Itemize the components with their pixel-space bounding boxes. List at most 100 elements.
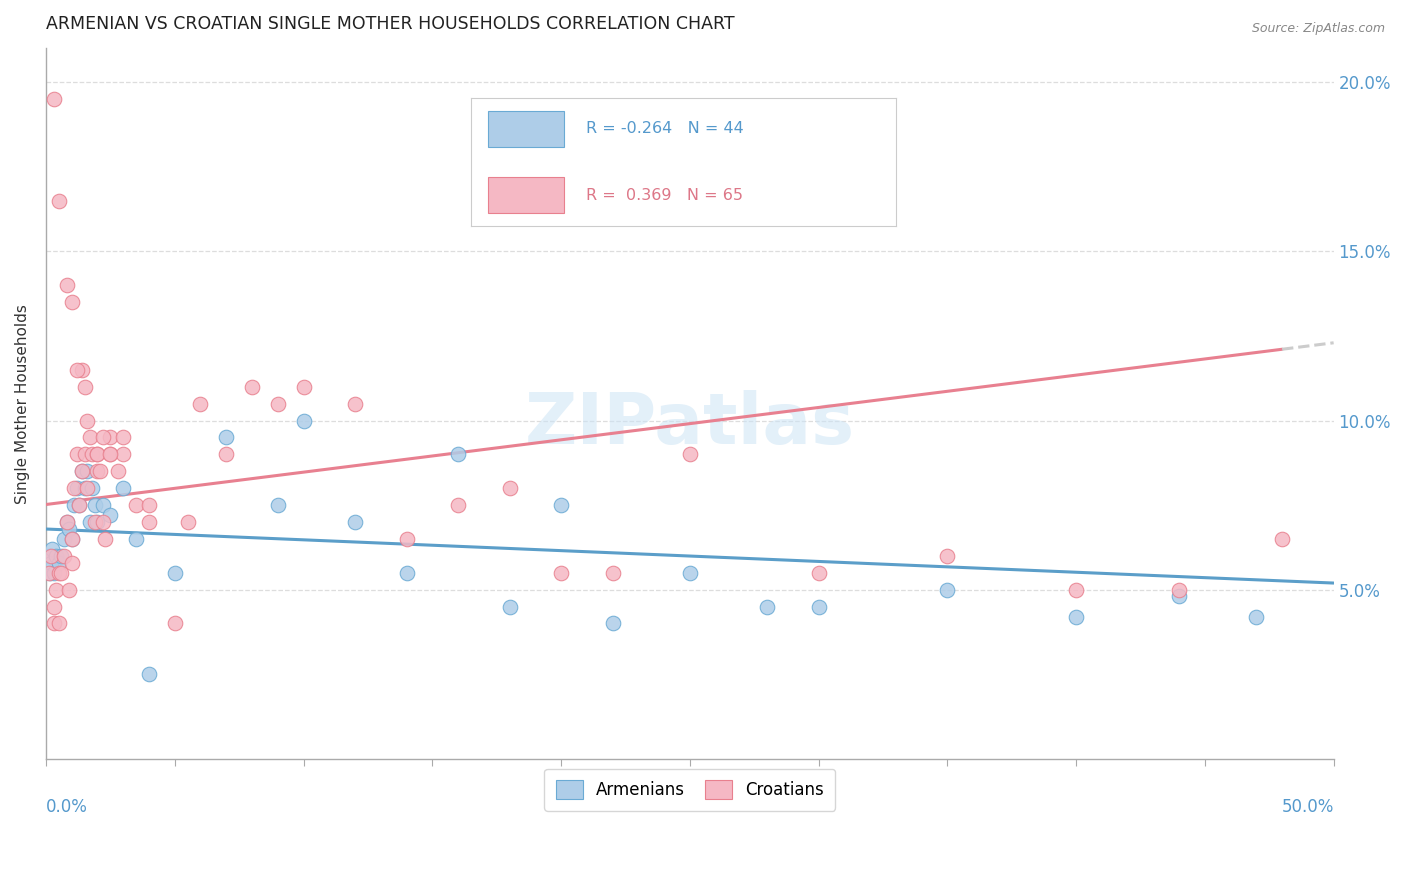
Point (98, 447, 121, 461)
Point (550, 498, 572, 512)
Point (550, 566, 572, 580)
Point (76, 481, 98, 495)
Point (86, 464, 108, 478)
Point (807, 566, 830, 580)
Point (86, 447, 108, 461)
Point (91, 498, 114, 512)
Point (66, 363, 89, 377)
Point (163, 566, 186, 580)
Point (89, 464, 111, 478)
Point (55, 515, 77, 529)
Point (60, 532, 83, 546)
Point (38, 549, 60, 563)
Point (70, 464, 93, 478)
Point (98, 508, 121, 523)
Point (58, 522, 80, 536)
Point (70, 464, 93, 478)
Point (343, 396, 366, 410)
Point (112, 481, 135, 495)
Text: ZIPatlas: ZIPatlas (524, 391, 855, 459)
Point (79, 515, 101, 529)
Point (48, 194, 70, 208)
Point (55, 278, 77, 293)
Point (936, 549, 959, 563)
Point (48, 616, 70, 631)
Point (76, 413, 98, 427)
Point (138, 667, 160, 681)
Point (94, 532, 117, 546)
Point (292, 413, 315, 427)
Point (60, 532, 83, 546)
Point (51, 566, 73, 580)
Point (73, 481, 96, 495)
Point (53, 549, 76, 563)
Point (60, 556, 83, 570)
Point (107, 464, 129, 478)
Y-axis label: Single Mother Households: Single Mother Households (15, 303, 30, 504)
Point (756, 599, 779, 614)
Point (73, 380, 96, 394)
Point (82, 447, 104, 461)
Point (91, 430, 114, 444)
Point (41, 542, 63, 557)
Point (48, 566, 70, 580)
Point (45, 549, 67, 563)
Point (39, 549, 62, 563)
Point (42, 599, 65, 614)
Point (1168, 582, 1191, 597)
Point (69, 498, 91, 512)
Point (190, 396, 212, 410)
Point (112, 447, 135, 461)
Point (395, 566, 418, 580)
Point (51, 549, 73, 563)
Point (42, 92, 65, 106)
Point (38, 566, 60, 580)
Text: ARMENIAN VS CROATIAN SINGLE MOTHER HOUSEHOLDS CORRELATION CHART: ARMENIAN VS CROATIAN SINGLE MOTHER HOUSE… (46, 15, 734, 33)
Point (1246, 609, 1268, 624)
Point (69, 498, 91, 512)
Point (66, 447, 89, 461)
Point (498, 599, 520, 614)
Point (45, 582, 67, 597)
Point (86, 447, 108, 461)
Point (138, 498, 160, 512)
Point (215, 447, 238, 461)
Point (66, 481, 89, 495)
Point (42, 616, 65, 631)
Point (395, 532, 418, 546)
Point (292, 380, 315, 394)
Point (240, 380, 263, 394)
Point (163, 616, 186, 631)
Point (679, 566, 702, 580)
Point (1064, 609, 1087, 624)
Text: 0.0%: 0.0% (46, 797, 87, 816)
Point (63, 481, 86, 495)
Point (447, 498, 470, 512)
Point (76, 464, 98, 478)
Text: Source: ZipAtlas.com: Source: ZipAtlas.com (1251, 22, 1385, 36)
Point (38, 566, 60, 580)
Point (63, 498, 86, 512)
Legend: Armenians, Croatians: Armenians, Croatians (544, 769, 835, 811)
Point (60, 295, 83, 310)
Point (83, 498, 105, 512)
Point (79, 430, 101, 444)
Point (58, 582, 80, 597)
Point (215, 430, 238, 444)
Point (1168, 590, 1191, 604)
Point (343, 515, 366, 529)
Point (1064, 582, 1087, 597)
Point (498, 481, 520, 495)
Point (53, 532, 76, 546)
Point (82, 481, 104, 495)
Point (125, 532, 148, 546)
Point (86, 515, 108, 529)
Point (447, 447, 470, 461)
Point (138, 515, 160, 529)
Point (267, 396, 290, 410)
Point (602, 616, 624, 631)
Point (176, 515, 198, 529)
Point (48, 556, 70, 570)
Point (112, 430, 135, 444)
Point (936, 582, 959, 597)
